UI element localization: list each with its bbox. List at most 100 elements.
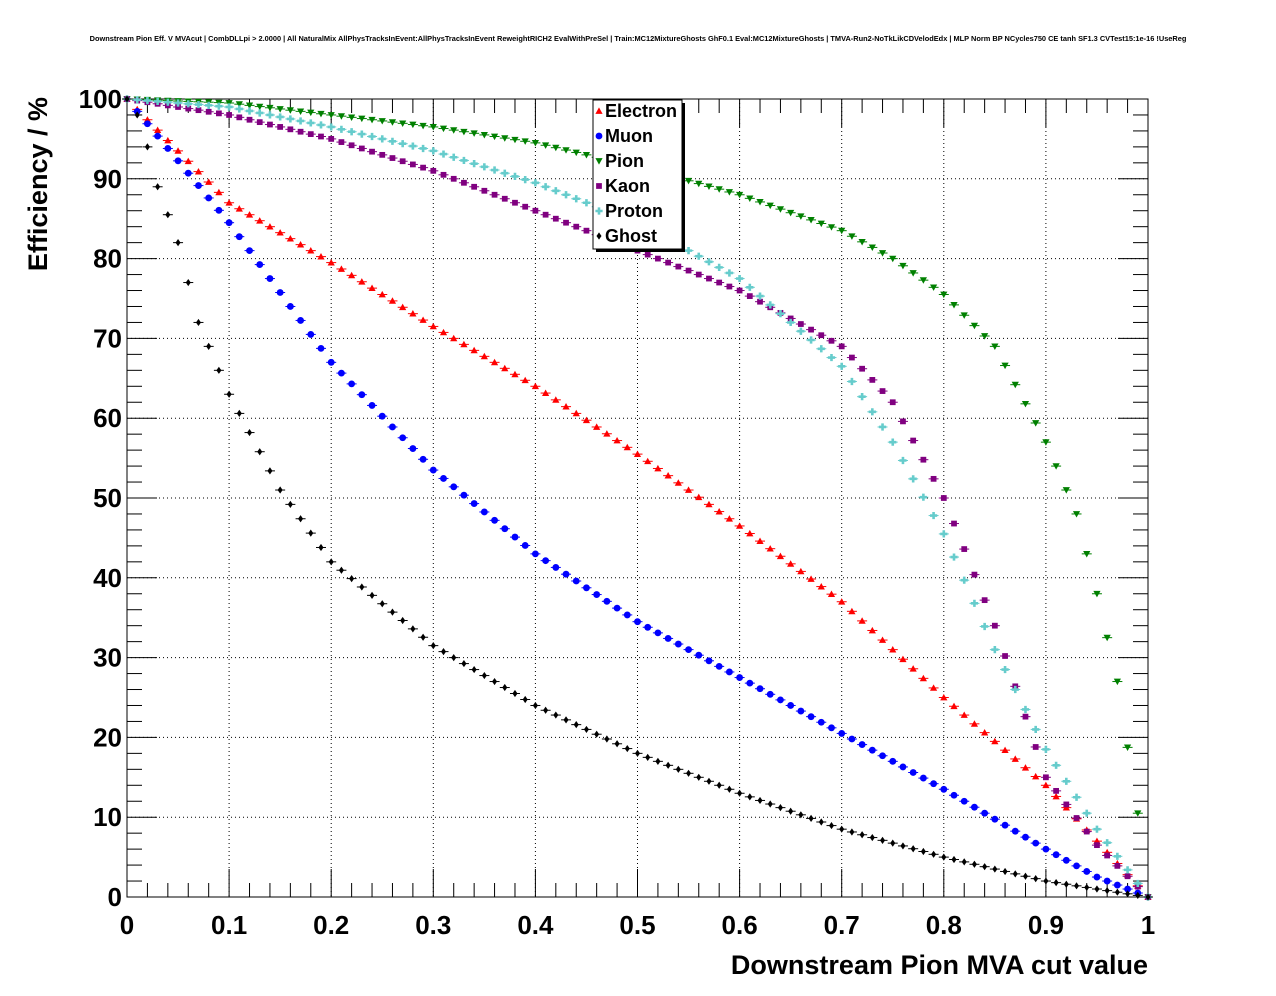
data-point: [664, 635, 672, 642]
data-point: [470, 346, 478, 354]
data-point: [889, 399, 896, 406]
data-point: [950, 553, 958, 561]
data-point: [736, 522, 744, 529]
data-point: [256, 119, 263, 126]
data-point: [695, 651, 703, 659]
data-point: [1123, 866, 1132, 874]
data-point: [817, 220, 825, 228]
data-point: [430, 642, 436, 650]
data-point: [286, 107, 294, 114]
data-point: [174, 157, 182, 165]
data-point: [337, 265, 346, 272]
data-point: [531, 140, 539, 147]
data-point: [225, 100, 233, 107]
data-point: [878, 636, 887, 643]
data-point: [461, 179, 467, 186]
data-point: [1032, 772, 1040, 780]
data-point: [623, 611, 631, 619]
data-point: [512, 689, 518, 698]
data-point: [430, 167, 437, 174]
data-point: [277, 486, 283, 494]
data-point: [909, 475, 917, 483]
data-point: [623, 443, 631, 451]
data-point: [235, 105, 243, 113]
data-point: [501, 364, 509, 372]
data-point: [245, 107, 254, 115]
data-point: [756, 199, 764, 206]
data-point: [1074, 882, 1080, 890]
data-point: [287, 500, 293, 508]
data-point: [766, 690, 774, 698]
data-point: [1125, 890, 1131, 898]
data-point: [736, 274, 744, 283]
data-point: [1083, 550, 1091, 558]
data-point: [920, 847, 926, 856]
legend-entry-kaon: Kaon: [596, 176, 650, 196]
data-point: [235, 101, 243, 108]
data-point: [296, 108, 305, 115]
x-tick-label: 0.9: [1028, 910, 1064, 940]
legend-label: Proton: [605, 201, 663, 221]
data-point: [746, 283, 754, 291]
data-point: [828, 821, 835, 830]
data-point: [593, 591, 601, 598]
data-point: [297, 317, 304, 324]
data-point: [349, 574, 355, 583]
data-point: [368, 402, 376, 409]
data-point: [490, 358, 499, 366]
data-point: [440, 475, 447, 482]
data-point: [655, 255, 661, 262]
data-point: [553, 711, 559, 719]
data-point: [184, 100, 192, 108]
data-point: [1145, 893, 1151, 901]
data-point: [276, 229, 284, 236]
data-point: [562, 570, 570, 578]
x-tick-label: 0.4: [517, 910, 554, 940]
data-point: [970, 322, 979, 330]
data-point: [725, 189, 733, 196]
data-point: [838, 343, 845, 350]
data-point: [573, 223, 580, 230]
data-point: [439, 328, 448, 336]
data-point: [582, 199, 591, 207]
data-point: [899, 763, 907, 771]
data-point: [705, 657, 713, 665]
x-tick-label: 1: [1141, 910, 1155, 940]
data-point: [746, 195, 754, 202]
data-point: [563, 716, 569, 724]
data-point: [849, 354, 855, 361]
data-point: [409, 142, 417, 150]
data-point: [971, 803, 978, 811]
data-point: [267, 467, 273, 475]
data-point: [787, 318, 795, 327]
data-point: [185, 105, 192, 112]
data-point: [389, 423, 396, 431]
data-point: [532, 701, 538, 710]
data-point: [245, 211, 254, 218]
data-point: [247, 428, 253, 437]
data-point: [797, 567, 805, 575]
data-point: [1033, 875, 1039, 883]
data-point: [1063, 801, 1070, 808]
legend-entry-proton: Proton: [595, 201, 663, 221]
data-point: [900, 418, 906, 425]
data-point: [919, 277, 927, 284]
data-point: [634, 749, 641, 757]
data-point: [481, 187, 488, 194]
data-point: [929, 511, 938, 520]
data-point: [920, 456, 927, 463]
data-point: [716, 279, 723, 286]
x-tick-label: 0.5: [619, 910, 655, 940]
data-point: [307, 109, 315, 117]
data-point: [409, 310, 417, 317]
data-point: [368, 116, 376, 124]
data-point: [460, 128, 468, 136]
data-point: [787, 560, 795, 567]
y-tick-label: 60: [93, 403, 122, 433]
data-point: [644, 457, 652, 465]
data-point: [1021, 764, 1030, 771]
data-point: [440, 171, 447, 178]
data-point: [858, 393, 866, 401]
data-point: [215, 188, 223, 196]
